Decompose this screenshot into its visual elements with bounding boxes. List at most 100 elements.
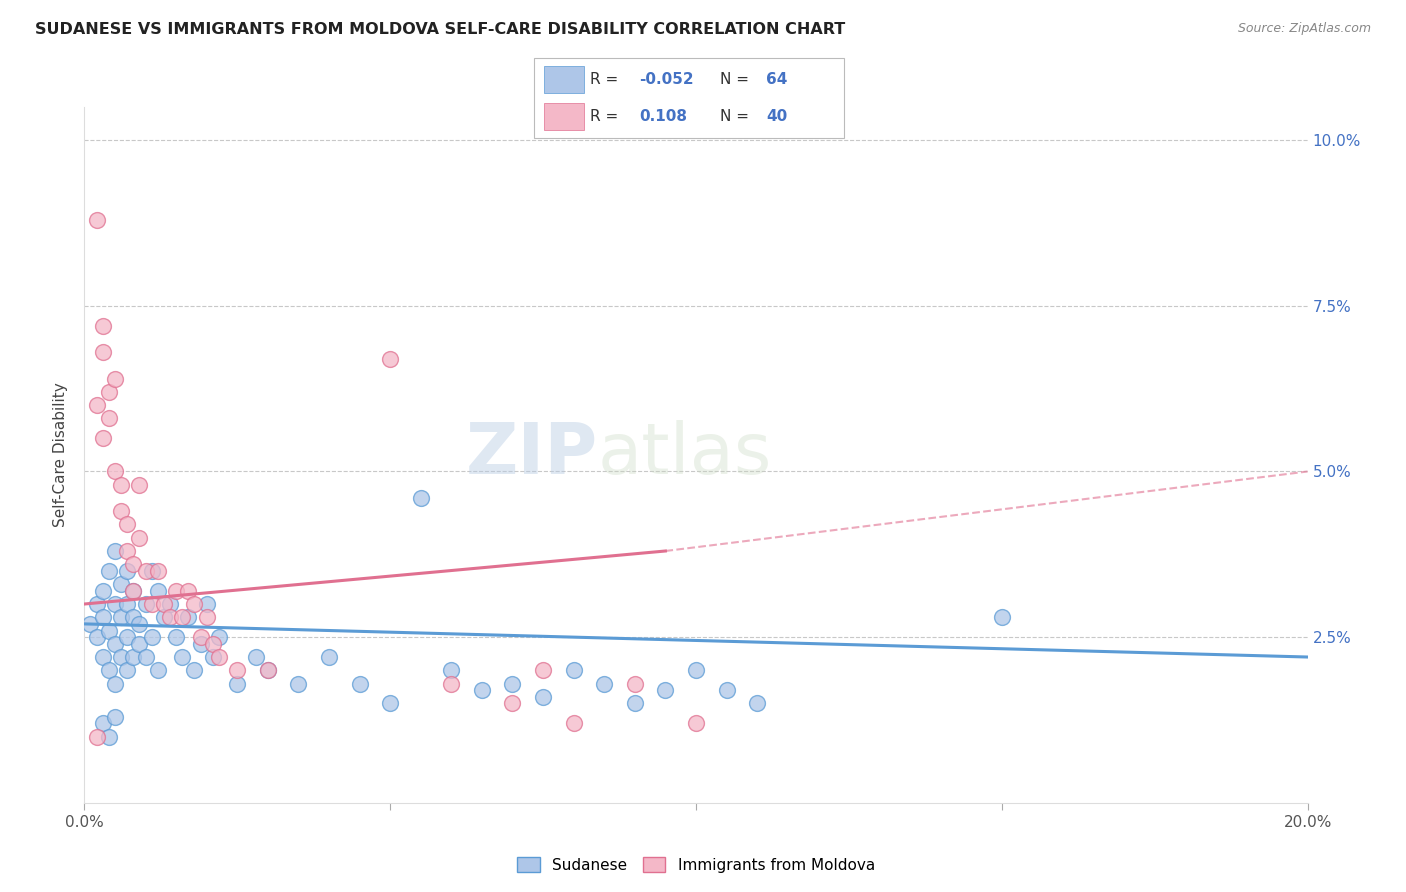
Y-axis label: Self-Care Disability: Self-Care Disability xyxy=(53,383,69,527)
Point xyxy=(195,610,218,624)
Point xyxy=(115,663,138,677)
Point xyxy=(115,630,138,644)
Point xyxy=(91,650,114,665)
Text: R =: R = xyxy=(591,72,619,87)
Point xyxy=(141,630,163,644)
Point xyxy=(153,610,176,624)
Point xyxy=(159,610,181,624)
Point xyxy=(115,544,138,558)
Point xyxy=(208,630,231,644)
Text: 64: 64 xyxy=(766,72,787,87)
Point xyxy=(349,676,371,690)
Point xyxy=(440,663,463,677)
Text: R =: R = xyxy=(591,109,619,124)
Point xyxy=(110,477,132,491)
Text: 40: 40 xyxy=(766,109,787,124)
FancyBboxPatch shape xyxy=(544,66,583,94)
Point xyxy=(287,676,309,690)
Point xyxy=(115,564,138,578)
Point xyxy=(471,683,494,698)
Point xyxy=(110,504,132,518)
Point xyxy=(122,583,145,598)
Point xyxy=(226,663,249,677)
Text: N =: N = xyxy=(720,72,749,87)
Point xyxy=(531,690,554,704)
Point xyxy=(190,630,212,644)
Point xyxy=(122,650,145,665)
Point xyxy=(122,583,145,598)
Point xyxy=(685,716,707,731)
Point xyxy=(183,663,205,677)
Point xyxy=(128,477,150,491)
Point xyxy=(86,398,108,412)
Point xyxy=(201,637,224,651)
Point xyxy=(104,465,127,479)
Point xyxy=(245,650,267,665)
Point xyxy=(97,730,120,744)
Point xyxy=(159,597,181,611)
Point xyxy=(257,663,280,677)
Point xyxy=(593,676,616,690)
Point xyxy=(685,663,707,677)
Point xyxy=(91,583,114,598)
Text: ZIP: ZIP xyxy=(465,420,598,490)
Point xyxy=(201,650,224,665)
Point xyxy=(146,663,169,677)
Text: N =: N = xyxy=(720,109,749,124)
Point xyxy=(115,597,138,611)
Point xyxy=(195,597,218,611)
Point xyxy=(562,663,585,677)
Point xyxy=(177,610,200,624)
Point xyxy=(531,663,554,677)
Point xyxy=(226,676,249,690)
Point xyxy=(86,597,108,611)
Point xyxy=(146,583,169,598)
Point xyxy=(172,610,194,624)
Point xyxy=(502,697,524,711)
Point xyxy=(257,663,280,677)
Point xyxy=(104,544,127,558)
Point xyxy=(141,597,163,611)
Point xyxy=(654,683,676,698)
Point xyxy=(110,577,132,591)
Point xyxy=(562,716,585,731)
Text: atlas: atlas xyxy=(598,420,772,490)
Point xyxy=(128,637,150,651)
Point xyxy=(97,564,120,578)
Text: SUDANESE VS IMMIGRANTS FROM MOLDOVA SELF-CARE DISABILITY CORRELATION CHART: SUDANESE VS IMMIGRANTS FROM MOLDOVA SELF… xyxy=(35,22,845,37)
Point xyxy=(624,697,647,711)
Point xyxy=(104,709,127,723)
Point xyxy=(208,650,231,665)
Point xyxy=(110,650,132,665)
Point xyxy=(104,372,127,386)
Point xyxy=(380,351,402,366)
Point xyxy=(91,345,114,359)
Point xyxy=(128,616,150,631)
Point xyxy=(97,663,120,677)
Point xyxy=(79,616,101,631)
Text: 0.108: 0.108 xyxy=(640,109,688,124)
Point xyxy=(86,212,108,227)
Point xyxy=(122,610,145,624)
Point xyxy=(440,676,463,690)
Point xyxy=(104,676,127,690)
Point xyxy=(153,597,176,611)
Point xyxy=(91,716,114,731)
Point xyxy=(409,491,432,505)
Point xyxy=(318,650,340,665)
Point xyxy=(86,730,108,744)
Point xyxy=(135,564,157,578)
Text: -0.052: -0.052 xyxy=(640,72,695,87)
Point xyxy=(991,610,1014,624)
Point xyxy=(97,624,120,638)
Point xyxy=(190,637,212,651)
Point xyxy=(380,697,402,711)
Point xyxy=(624,676,647,690)
Point xyxy=(104,597,127,611)
Point xyxy=(165,630,187,644)
Point xyxy=(97,384,120,399)
Point xyxy=(165,583,187,598)
Point xyxy=(91,610,114,624)
Point xyxy=(91,318,114,333)
Point xyxy=(135,650,157,665)
